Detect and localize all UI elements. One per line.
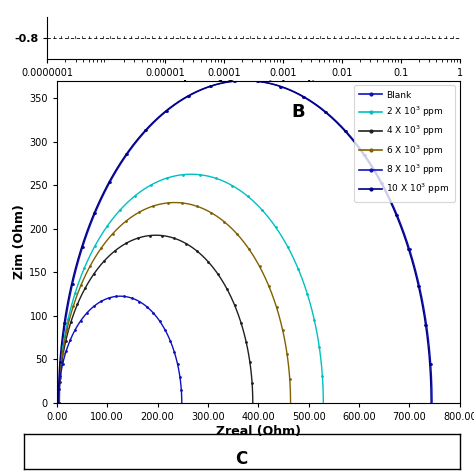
- Text: C: C: [236, 450, 248, 467]
- Y-axis label: Zim (Ohm): Zim (Ohm): [13, 204, 27, 279]
- Legend: Blank, 2 X 10$^3$ ppm, 4 X 10$^3$ ppm, 6 X 10$^3$ ppm, 8 X 10$^3$ ppm, 10 X 10$^: Blank, 2 X 10$^3$ ppm, 4 X 10$^3$ ppm, 6…: [354, 85, 455, 202]
- X-axis label: Log of Current density: Log of Current density: [183, 80, 324, 90]
- Text: B: B: [292, 103, 305, 121]
- X-axis label: Zreal (Ohm): Zreal (Ohm): [216, 425, 301, 438]
